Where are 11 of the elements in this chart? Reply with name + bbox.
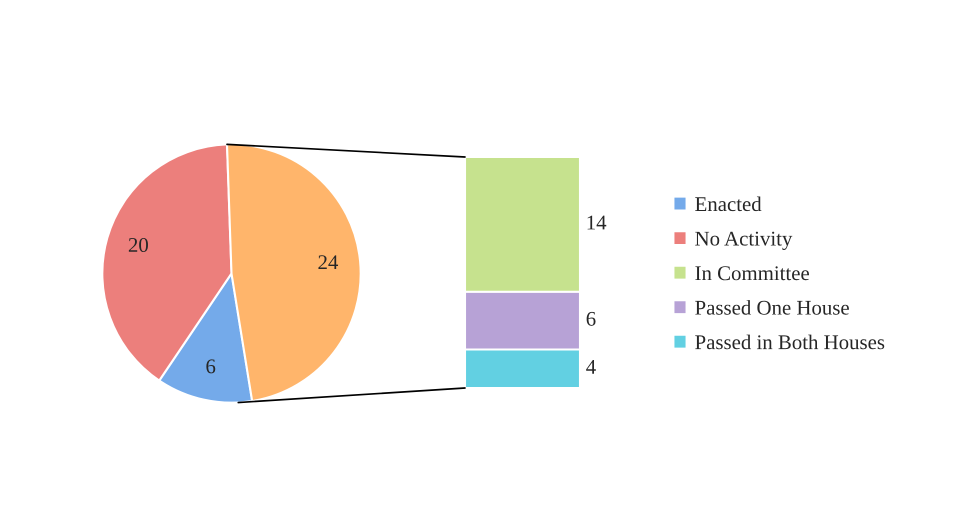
legend-label: No Activity — [695, 232, 792, 250]
data-label: 14 — [588, 216, 606, 230]
legend-label: Enacted — [695, 196, 762, 212]
data-label: 6 — [586, 312, 596, 326]
data-label: 24 — [318, 255, 338, 270]
legend-label: In Committee — [695, 266, 810, 280]
data-label: 4 — [586, 360, 596, 374]
legend-label: Passed in Both Houses — [695, 334, 884, 350]
legend-label: Passed One House — [695, 300, 849, 315]
data-label: 6 — [206, 359, 216, 374]
data-label: 20 — [128, 238, 148, 252]
